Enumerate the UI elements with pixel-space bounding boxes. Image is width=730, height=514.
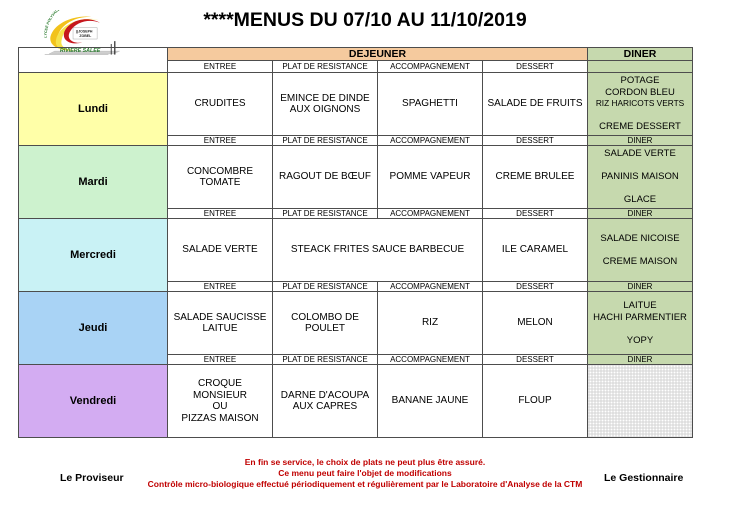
svg-text:ZOBEL: ZOBEL [79, 34, 92, 38]
